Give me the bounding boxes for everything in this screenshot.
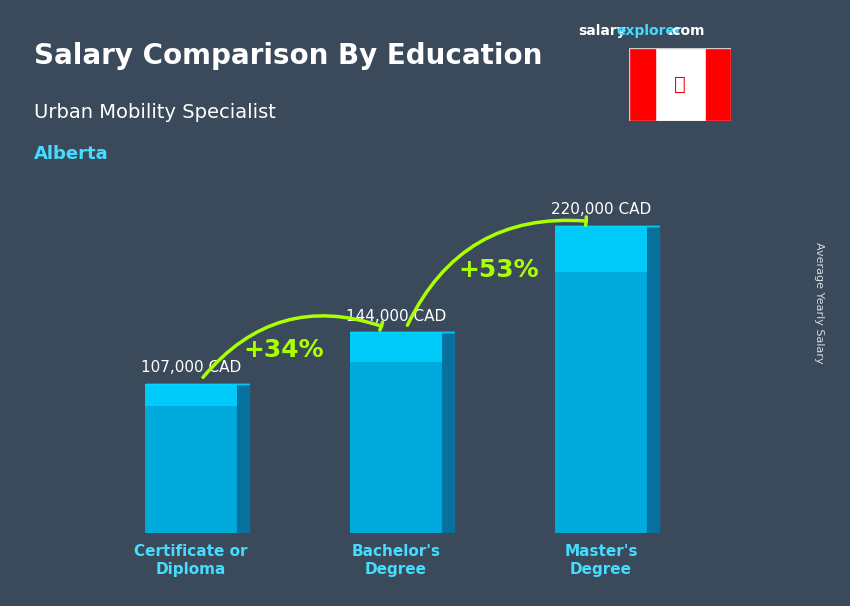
Text: .com: .com xyxy=(667,24,705,38)
Text: Average Yearly Salary: Average Yearly Salary xyxy=(814,242,824,364)
Bar xyxy=(144,384,237,533)
Bar xyxy=(629,48,654,121)
Text: 144,000 CAD: 144,000 CAD xyxy=(346,308,446,324)
Bar xyxy=(555,225,647,533)
Polygon shape xyxy=(647,225,660,533)
Text: +34%: +34% xyxy=(243,338,324,362)
Text: +53%: +53% xyxy=(458,258,539,282)
Text: explorer: explorer xyxy=(616,24,682,38)
Text: salary: salary xyxy=(578,24,626,38)
Polygon shape xyxy=(237,384,249,533)
Text: Salary Comparison By Education: Salary Comparison By Education xyxy=(34,42,542,70)
Text: 220,000 CAD: 220,000 CAD xyxy=(551,202,651,217)
Bar xyxy=(144,384,237,406)
Bar xyxy=(350,332,442,533)
Text: Alberta: Alberta xyxy=(34,145,109,164)
Polygon shape xyxy=(442,332,455,533)
Text: 🍁: 🍁 xyxy=(674,75,686,95)
Bar xyxy=(706,48,731,121)
Bar xyxy=(350,332,442,362)
Bar xyxy=(555,225,647,271)
Text: 107,000 CAD: 107,000 CAD xyxy=(141,360,241,375)
Text: Urban Mobility Specialist: Urban Mobility Specialist xyxy=(34,103,276,122)
